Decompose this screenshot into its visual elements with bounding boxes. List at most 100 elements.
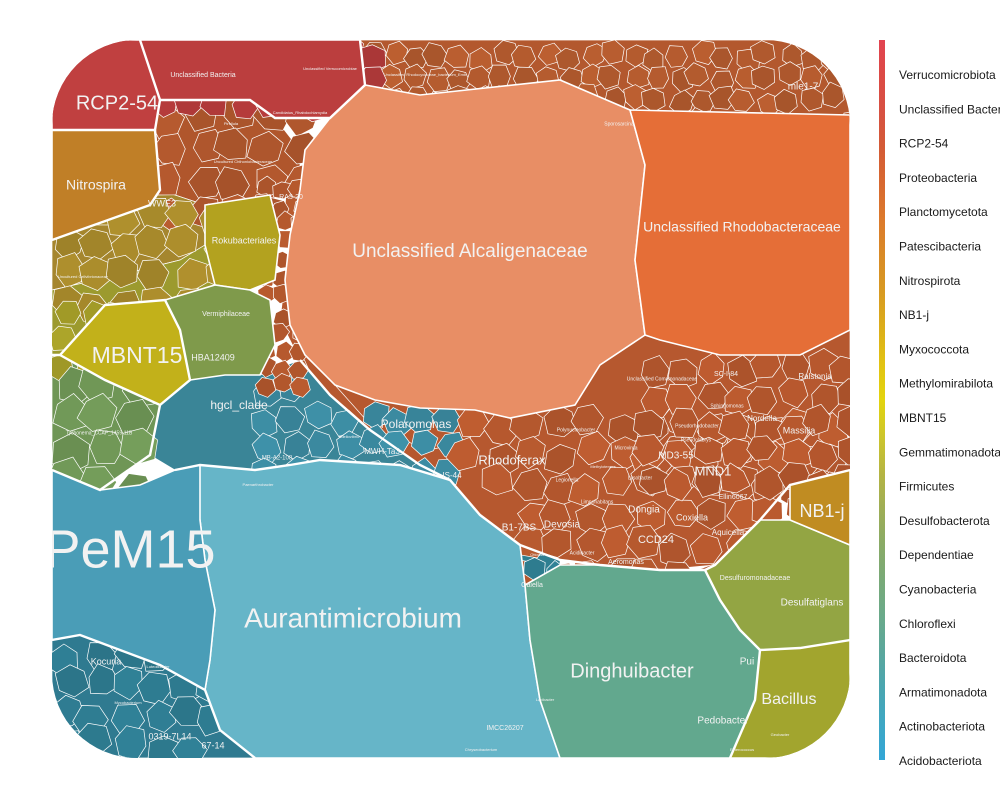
cell-label-aurantimicrobium: Aurantimicrobium	[244, 602, 462, 633]
sub-cell	[443, 44, 470, 68]
sub-cell	[213, 127, 248, 160]
sub-cell	[647, 66, 669, 89]
cell-label-pem15: PeM15	[44, 519, 215, 579]
cell-label-wwe3: WWE3	[148, 198, 176, 208]
sub-cell	[802, 403, 831, 437]
group-boundary	[52, 40, 162, 132]
label-layer: Unclassified Alcaligenaceae Unclassified …	[44, 66, 845, 752]
cell-label-pui: Pui	[740, 657, 754, 668]
cell-label-polynucleobacter: Polynucleobacter	[557, 427, 596, 433]
legend-entry-desulfobacterota: Desulfobacterota	[899, 514, 990, 528]
cell-label-ellin6067: Ellin6067	[719, 494, 748, 501]
sub-cell	[663, 467, 692, 502]
sub-cell	[445, 436, 480, 472]
sub-cell	[683, 62, 709, 87]
cell-label-enterococcus: Enterococcus	[730, 747, 754, 752]
sub-cell	[845, 411, 850, 448]
sub-cell	[668, 89, 695, 116]
group-boundary	[759, 638, 850, 652]
sub-cell	[664, 45, 688, 68]
legend-entry-methylomirabilota: Methylomirabilota	[899, 377, 993, 391]
group-boundary	[174, 458, 451, 482]
sub-cell	[304, 400, 333, 430]
sub-cell	[631, 434, 665, 467]
cell-label-mb-a2-108: MB-A2-108	[262, 456, 293, 462]
cell-label-legionella: Legionella	[556, 477, 579, 483]
sub-cell	[76, 392, 118, 432]
legend-entry-proteobacteria: Proteobacteria	[899, 171, 977, 185]
sub-cell	[515, 436, 546, 470]
sub-cell	[709, 47, 733, 70]
sub-cell	[666, 499, 701, 528]
sub-cell	[708, 85, 737, 110]
legend-entry-nb1-j: NB1-j	[899, 308, 929, 322]
sub-cell	[696, 497, 726, 530]
sub-cell	[54, 664, 90, 698]
cell-label-nb1-j: NB1-j	[799, 501, 844, 521]
sub-cell	[601, 40, 625, 65]
cell-label-acidibacter: Acidibacter	[570, 550, 595, 556]
boundary-layer	[52, 40, 850, 758]
legend-entry-cyanobacteria: Cyanobacteria	[899, 583, 977, 597]
sub-cell	[626, 64, 650, 89]
cell-label-aeromonas: Aeromonas	[608, 559, 644, 566]
sub-cell	[307, 429, 335, 458]
group-boundary	[52, 633, 256, 758]
cell-label-sc-i-84: SC-I-84	[714, 371, 738, 378]
cell-label-md3-55: MD3-55	[658, 451, 694, 462]
cell-label-microvirga: Microvirga	[614, 445, 637, 451]
sub-cell	[54, 300, 82, 325]
sub-cell	[720, 462, 751, 494]
legend-entry-unclassified-bacteria: Unclassified Bacteria	[899, 102, 1000, 116]
sub-cell	[626, 524, 660, 559]
sub-cell	[555, 47, 580, 72]
cell-label-pedobacter: Pedobacter	[697, 716, 749, 727]
cell-label-paenarthrobacter: Paenarthrobacter	[243, 482, 275, 487]
cell-label-67-14: 67-14	[201, 740, 224, 750]
sub-cell	[146, 699, 177, 733]
sub-cell	[147, 735, 179, 758]
cell-label-ottowia: Ottowia	[530, 552, 544, 557]
treemap-area: Unclassified Alcaligenaceae Unclassified …	[44, 40, 850, 758]
cell-label-devosia: Devosia	[544, 520, 581, 531]
legend-labels: Verrucomicrobiota Unclassified Bacteria RC…	[899, 68, 1000, 768]
sub-cell	[837, 378, 850, 407]
cell-label-dinghuibacter: Dinghuibacter	[570, 660, 694, 682]
sub-cell	[151, 133, 186, 166]
sub-cell	[570, 404, 604, 436]
sub-cell	[662, 439, 693, 468]
sub-cell	[89, 429, 124, 464]
legend-entry-planctomycetota: Planctomycetota	[899, 205, 988, 219]
cell-label-massilia: Massilia	[783, 425, 816, 435]
legend-entry-acidobacteriota: Acidobacteriota	[899, 754, 982, 768]
sub-cell	[596, 65, 621, 90]
legend-entry-gemmatimonadota: Gemmatimonadota	[899, 445, 1000, 459]
legend-entry-actinobacteriota: Actinobacteriota	[899, 720, 985, 734]
cell-label-polaromonas: Polaromonas	[381, 417, 452, 431]
legend-entry-chloroflexi: Chloroflexi	[899, 617, 956, 631]
cell-label-unclassified-alcaligenaceae: Unclassified Alcaligenaceae	[352, 241, 588, 262]
cell-label-is-44: IS-44	[442, 471, 462, 480]
cell-label-hgcl-clade: hgcl_clade	[210, 398, 268, 412]
cell-label-mle1-7: mle1-7	[788, 82, 819, 93]
cell-label-unclassified-verrucomicrobiae: Unclassified Verrucomicrobiae	[303, 66, 358, 71]
sub-cell	[251, 432, 282, 465]
cell-label-rokubacteriales: Rokubacteriales	[212, 235, 277, 245]
cell-label-ralstonia: Ralstonia	[798, 372, 832, 381]
sub-cell	[134, 224, 170, 259]
cell-label-bdellovibrio: Bdellovibrio	[339, 434, 360, 439]
sub-cell	[720, 437, 752, 469]
cell-label-bacillus: Bacillus	[761, 691, 816, 708]
cell-label-limnohabitans: Limnohabitans	[581, 499, 614, 505]
legend-entry-rcp2-54: RCP2-54	[899, 137, 949, 151]
cell-label-hba12409: HBA12409	[191, 352, 235, 362]
legend-entry-dependentiae: Dependentiae	[899, 548, 974, 562]
sub-cell	[843, 65, 850, 90]
cell-label-unclassified-rhodocyclaceae-bacterium-emb: Unclassified Rhodocyclaceae_bacterium_Em…	[384, 72, 467, 77]
cell-label-uncultured-cellvibrionaceae: Uncultured Cellvibrionaceae	[58, 274, 109, 279]
sub-cell	[601, 524, 631, 559]
sub-cell	[114, 725, 147, 758]
group-boundary	[160, 40, 367, 120]
cell-label-lacibacter: Lacibacter	[536, 697, 555, 702]
